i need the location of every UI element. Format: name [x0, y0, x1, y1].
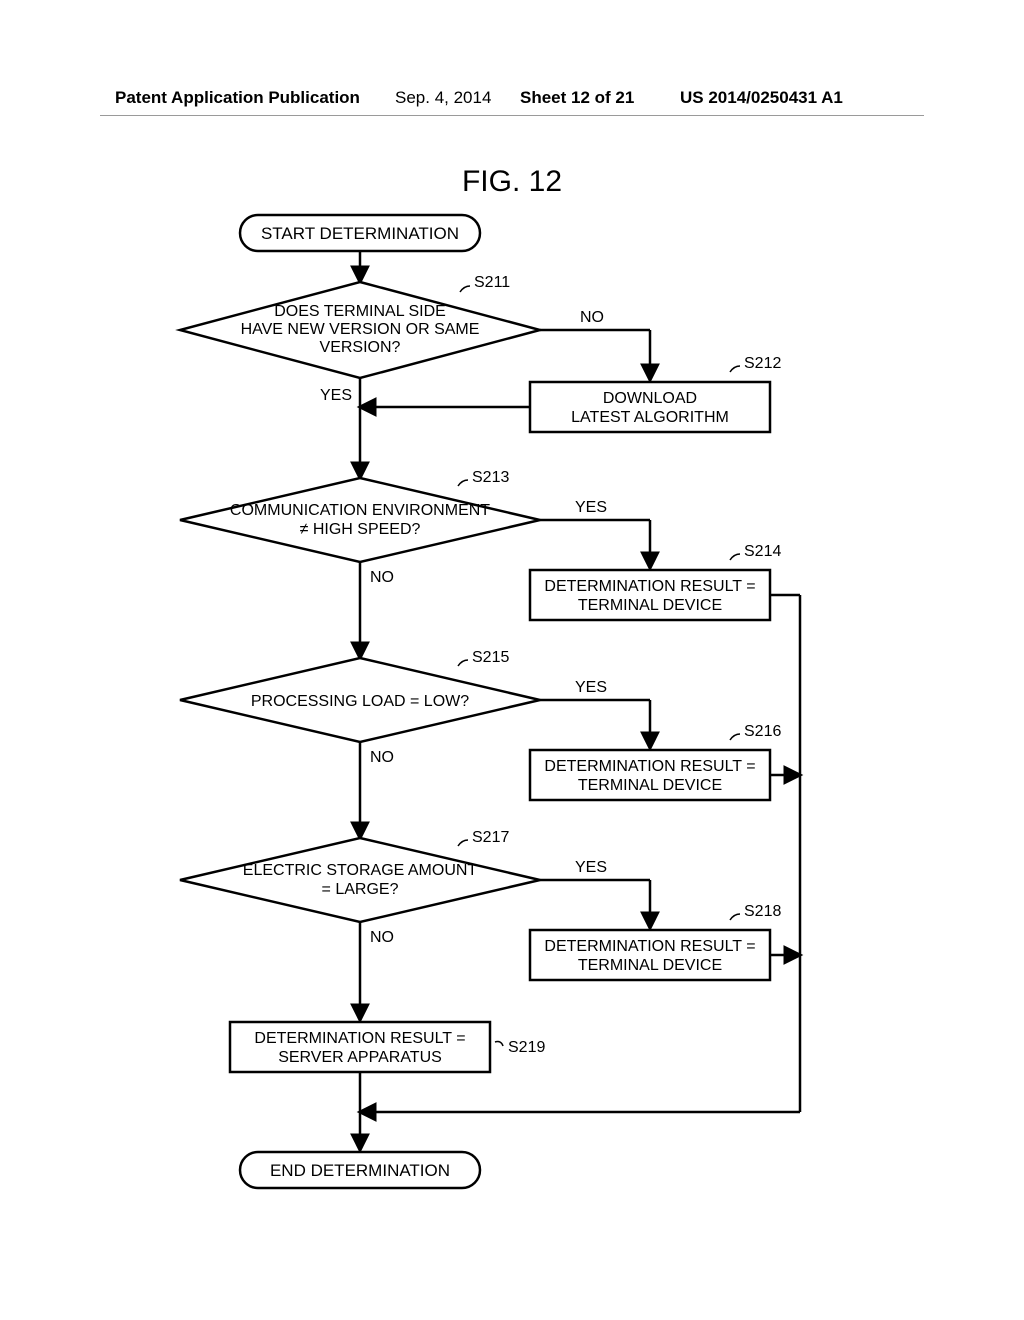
process-s219: DETERMINATION RESULT = SERVER APPARATUS … [230, 1022, 545, 1072]
page: Patent Application Publication Sep. 4, 2… [0, 0, 1024, 1320]
process-s214: DETERMINATION RESULT = TERMINAL DEVICE S… [530, 543, 781, 620]
s215-line1: PROCESSING LOAD = LOW? [251, 693, 469, 710]
header-publication: Patent Application Publication [115, 88, 360, 108]
s217-line1: ELECTRIC STORAGE AMOUNT [243, 862, 478, 879]
s217-yes: YES [575, 859, 607, 876]
decision-s211: DOES TERMINAL SIDE HAVE NEW VERSION OR S… [180, 274, 540, 378]
decision-s215: PROCESSING LOAD = LOW? S215 [180, 649, 540, 742]
s216-line2: TERMINAL DEVICE [578, 777, 722, 794]
s219-line2: SERVER APPARATUS [278, 1049, 442, 1066]
s211-step: S211 [474, 274, 510, 291]
s213-line1: COMMUNICATION ENVIRONMENT [230, 502, 490, 519]
header-pubno: US 2014/0250431 A1 [680, 88, 843, 108]
s214-step: S214 [744, 543, 781, 560]
decision-s217: ELECTRIC STORAGE AMOUNT = LARGE? S217 [180, 829, 540, 922]
s218-step: S218 [744, 903, 781, 920]
process-s216: DETERMINATION RESULT = TERMINAL DEVICE S… [530, 723, 781, 800]
s211-line3: VERSION? [320, 339, 401, 356]
s211-no: NO [580, 309, 604, 326]
terminal-end: END DETERMINATION [240, 1152, 480, 1188]
s218-line1: DETERMINATION RESULT = [544, 938, 755, 955]
s212-step: S212 [744, 355, 781, 372]
s218-line2: TERMINAL DEVICE [578, 957, 722, 974]
header-rule [100, 115, 924, 116]
s212-line2: LATEST ALGORITHM [571, 409, 729, 426]
s215-step: S215 [472, 649, 509, 666]
terminal-end-label: END DETERMINATION [270, 1161, 450, 1180]
s214-line1: DETERMINATION RESULT = [544, 578, 755, 595]
s215-no: NO [370, 749, 394, 766]
s211-yes: YES [320, 387, 352, 404]
s213-no: NO [370, 569, 394, 586]
s217-line2: = LARGE? [322, 881, 399, 898]
figure-title: FIG. 12 [0, 165, 1024, 199]
flowchart-svg: START DETERMINATION DOES TERMINAL SIDE H… [120, 210, 900, 1230]
s214-line2: TERMINAL DEVICE [578, 597, 722, 614]
s217-step: S217 [472, 829, 509, 846]
process-s218: DETERMINATION RESULT = TERMINAL DEVICE S… [530, 903, 781, 980]
s219-line1: DETERMINATION RESULT = [254, 1030, 465, 1047]
terminal-start: START DETERMINATION [240, 215, 480, 251]
s217-no: NO [370, 929, 394, 946]
s211-line1: DOES TERMINAL SIDE [274, 303, 446, 320]
s215-yes: YES [575, 679, 607, 696]
s216-step: S216 [744, 723, 781, 740]
s211-line2: HAVE NEW VERSION OR SAME [241, 321, 480, 338]
process-s212: DOWNLOAD LATEST ALGORITHM S212 [530, 355, 781, 432]
header-date: Sep. 4, 2014 [395, 88, 491, 108]
s216-line1: DETERMINATION RESULT = [544, 758, 755, 775]
header-sheet: Sheet 12 of 21 [520, 88, 634, 108]
s219-step: S219 [508, 1039, 545, 1056]
decision-s213: COMMUNICATION ENVIRONMENT ≠ HIGH SPEED? … [180, 469, 540, 562]
s213-line2: ≠ HIGH SPEED? [300, 521, 421, 538]
s212-line1: DOWNLOAD [603, 390, 697, 407]
s213-yes: YES [575, 499, 607, 516]
s213-step: S213 [472, 469, 509, 486]
terminal-start-label: START DETERMINATION [261, 224, 459, 243]
